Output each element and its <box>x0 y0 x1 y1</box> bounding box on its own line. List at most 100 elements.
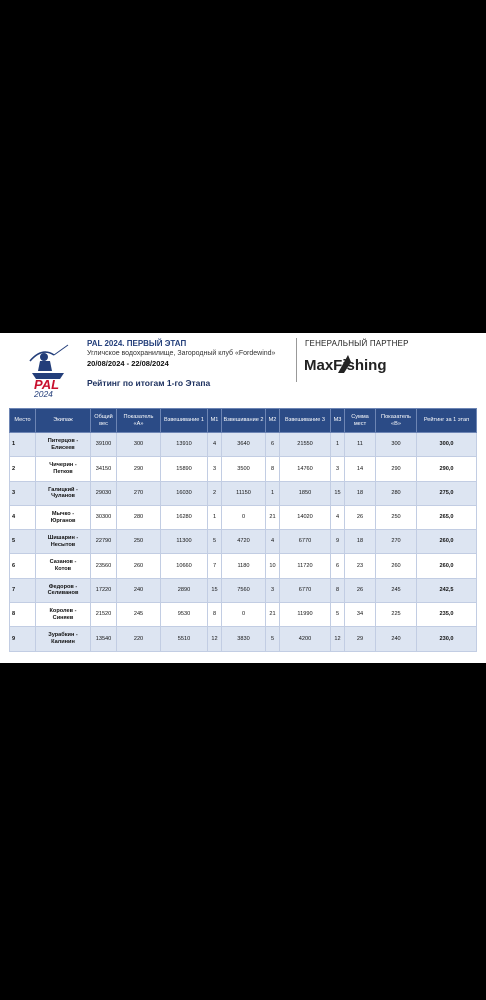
cell-m3: 5 <box>330 602 345 628</box>
cell-sum: 18 <box>344 529 376 555</box>
cell-b: 290 <box>375 456 417 482</box>
col-header: Сумма мест <box>344 408 376 433</box>
cell-place: 3 <box>9 480 36 506</box>
cell-a: 290 <box>116 456 161 482</box>
cell-m2: 1 <box>265 480 280 506</box>
cell-sum: 29 <box>344 626 376 652</box>
cell-total: 29030 <box>90 480 117 506</box>
cell-rating: 242,5 <box>416 577 477 604</box>
cell-w1: 9530 <box>160 602 208 628</box>
cell-rating: 275,0 <box>416 480 477 506</box>
cell-b: 240 <box>375 626 417 652</box>
table-row: 6 Сазанов - Котов 23560 260 10660 7 1180 10 11720… <box>9 553 477 579</box>
cell-crew: Питерцов - Елисеев <box>35 431 91 458</box>
location-text: Угличское водохранилище, Загородный клуб… <box>87 350 276 357</box>
cell-m1: 15 <box>207 577 222 604</box>
cell-a: 245 <box>116 602 161 628</box>
table-row: 5 Шишарин - Несытов 22790 250 11300 5 4720 4 6770… <box>9 529 477 555</box>
cell-w2: 3500 <box>221 456 266 482</box>
maxfishing-logo: MaxFishing <box>304 355 387 374</box>
table-row: 1 Питерцов - Елисеев 39100 300 13910 4 3640 6 215… <box>9 431 477 458</box>
cell-m1: 7 <box>207 553 222 579</box>
crew-line: Петков <box>53 468 73 475</box>
col-header: Место <box>9 408 36 433</box>
cell-m3: 15 <box>330 480 345 506</box>
cell-crew: Королев - Синяев <box>35 602 91 628</box>
cell-w1: 2890 <box>160 577 208 604</box>
cell-m3: 12 <box>330 626 345 652</box>
cell-w2: 0 <box>221 602 266 628</box>
cell-place: 2 <box>9 456 36 482</box>
cell-b: 270 <box>375 529 417 555</box>
cell-m3: 4 <box>330 504 345 531</box>
cell-sum: 34 <box>344 602 376 628</box>
cell-a: 280 <box>116 504 161 531</box>
cell-place: 4 <box>9 504 36 531</box>
cell-w1: 15890 <box>160 456 208 482</box>
cell-w3: 14020 <box>279 504 331 531</box>
cell-m3: 8 <box>330 577 345 604</box>
crew-line: Галицкий - <box>48 486 78 493</box>
cell-b: 280 <box>375 480 417 506</box>
crew-line: Юрганов <box>50 517 76 524</box>
cell-rating: 260,0 <box>416 529 477 555</box>
table-row: 8 Королев - Синяев 21520 245 9530 8 0 21 11990 5 34… <box>9 602 477 628</box>
cell-sum: 18 <box>344 480 376 506</box>
page-title: PAL 2024. ПЕРВЫЙ ЭТАП <box>87 339 187 348</box>
cell-m1: 3 <box>207 456 222 482</box>
crew-line: Королев - <box>49 608 77 615</box>
cell-rating: 290,0 <box>416 456 477 482</box>
cell-crew: Галицкий - Чуланов <box>35 480 91 506</box>
rating-title: Рейтинг по итогам 1-го Этапа <box>87 378 211 388</box>
cell-w3: 6770 <box>279 529 331 555</box>
cell-m1: 4 <box>207 431 222 458</box>
cell-total: 39100 <box>90 431 117 458</box>
cell-total: 13540 <box>90 626 117 652</box>
cell-place: 5 <box>9 529 36 555</box>
crew-line: Чичерин - <box>49 462 77 469</box>
svg-text:PAL: PAL <box>34 377 59 392</box>
crew-line: Елисеев <box>51 444 75 451</box>
cell-a: 240 <box>116 577 161 604</box>
cell-m1: 12 <box>207 626 222 652</box>
col-header: M2 <box>265 408 280 433</box>
col-header: Взвешивание 2 <box>221 408 266 433</box>
cell-rating: 300,0 <box>416 431 477 458</box>
cell-m1: 8 <box>207 602 222 628</box>
cell-crew: Сазанов - Котов <box>35 553 91 579</box>
cell-w3: 11990 <box>279 602 331 628</box>
crew-line: Котов <box>54 566 72 573</box>
cell-a: 300 <box>116 431 161 458</box>
col-header: Показатель «В» <box>375 408 417 433</box>
cell-w2: 1180 <box>221 553 266 579</box>
table-header-row: Место Экипаж Общий вес Показатель «А» Вз… <box>9 408 477 433</box>
cell-b: 225 <box>375 602 417 628</box>
cell-w2: 7560 <box>221 577 266 604</box>
crew-line: Синяев <box>52 614 74 621</box>
cell-m2: 10 <box>265 553 280 579</box>
cell-w2: 0 <box>221 504 266 531</box>
crew-line: Зурабкин - <box>48 632 78 639</box>
cell-m1: 2 <box>207 480 222 506</box>
cell-m1: 1 <box>207 504 222 531</box>
cell-crew: Чичерин - Петков <box>35 456 91 482</box>
cell-m3: 9 <box>330 529 345 555</box>
cell-crew: Мычко - Юрганов <box>35 504 91 531</box>
cell-sum: 23 <box>344 553 376 579</box>
cell-w2: 3640 <box>221 431 266 458</box>
cell-place: 7 <box>9 577 36 604</box>
document-header: PAL 2024 PAL 2024. ПЕРВЫЙ ЭТАП Угличское… <box>0 333 486 405</box>
cell-place: 1 <box>9 431 36 458</box>
cell-m2: 4 <box>265 529 280 555</box>
cell-w2: 4720 <box>221 529 266 555</box>
cell-w3: 11720 <box>279 553 331 579</box>
crew-line: Калинин <box>51 639 75 646</box>
cell-m2: 3 <box>265 577 280 604</box>
cell-place: 8 <box>9 602 36 628</box>
crew-line: Несытов <box>50 541 76 548</box>
cell-crew: Шишарин - Несытов <box>35 529 91 555</box>
cell-m3: 3 <box>330 456 345 482</box>
cell-w1: 16030 <box>160 480 208 506</box>
cell-w2: 11150 <box>221 480 266 506</box>
cell-sum: 26 <box>344 577 376 604</box>
